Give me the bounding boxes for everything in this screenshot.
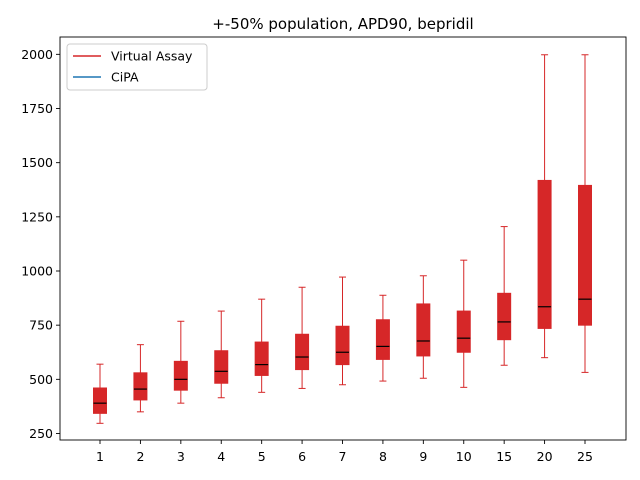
box-group	[456, 259, 471, 388]
legend-label-cipa: CiPA	[111, 70, 139, 85]
y-axis: 250 500 750 1000 1250 1500 1750 2000	[21, 47, 60, 441]
x-tick-label: 6	[298, 449, 306, 464]
box-group	[335, 276, 350, 386]
x-tick-label: 8	[379, 449, 387, 464]
y-tick-label: 250	[29, 426, 53, 441]
box-group	[416, 275, 431, 379]
y-tick-label: 500	[29, 372, 53, 387]
legend-box	[66, 43, 208, 91]
x-tick-label: 20	[537, 449, 553, 464]
box-group	[295, 286, 310, 389]
box-group	[93, 363, 107, 424]
x-tick-label: 7	[339, 449, 347, 464]
y-tick-label: 1750	[21, 101, 53, 116]
plot-frame	[59, 36, 627, 441]
box-group	[133, 344, 148, 413]
y-tick-label: 750	[29, 318, 53, 333]
x-tick-label: 15	[496, 449, 512, 464]
box-iqr	[93, 387, 107, 414]
box-iqr	[173, 360, 188, 391]
box-iqr	[456, 310, 471, 353]
box-iqr	[416, 303, 431, 357]
x-tick-label: 1	[96, 449, 104, 464]
boxes-layer	[93, 54, 592, 424]
x-tick-label: 25	[577, 449, 593, 464]
box-iqr	[335, 325, 350, 366]
x-tick-label: 2	[136, 449, 144, 464]
x-axis: 1 2 3 4 5 6 7 8 9 10 15 20 25	[96, 440, 593, 464]
y-tick-label: 1500	[21, 155, 53, 170]
x-tick-label: 5	[258, 449, 266, 464]
box-iqr	[295, 333, 310, 371]
box-group	[254, 298, 269, 393]
x-tick-label: 10	[456, 449, 472, 464]
y-tick-label: 1250	[21, 209, 53, 224]
box-iqr	[254, 341, 269, 376]
box-iqr	[537, 179, 552, 329]
box-group	[578, 54, 592, 373]
x-tick-label: 4	[217, 449, 225, 464]
box-iqr	[497, 292, 512, 341]
y-tick-label: 1000	[21, 264, 53, 279]
box-iqr	[578, 184, 592, 326]
box-group	[214, 310, 229, 399]
legend-label-virtual-assay: Virtual Assay	[111, 49, 193, 64]
box-group	[375, 294, 390, 382]
box-iqr	[214, 350, 229, 384]
y-tick-label: 2000	[21, 47, 53, 62]
legend: Virtual Assay CiPA	[66, 43, 208, 91]
box-iqr	[133, 372, 148, 401]
box-group	[537, 54, 552, 359]
chart-title: +-50% population, APD90, bepridil	[212, 15, 473, 33]
box-iqr	[375, 319, 390, 360]
box-group	[497, 226, 512, 366]
x-tick-label: 3	[177, 449, 185, 464]
x-tick-label: 9	[419, 449, 427, 464]
box-group	[173, 320, 188, 404]
